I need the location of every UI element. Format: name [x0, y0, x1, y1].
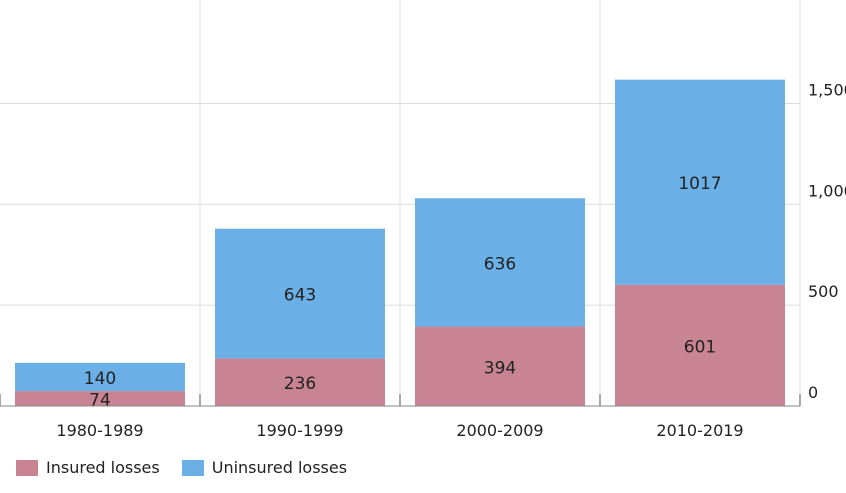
x-tick-label: 2000-2009 [456, 421, 543, 440]
legend-swatch-insured [16, 459, 38, 476]
bar-uninsured-1 [15, 362, 185, 392]
data-label-uninsured-1: 140 [84, 369, 116, 389]
x-tick-label: 2010-2019 [656, 421, 743, 440]
data-label-insured-2: 236 [284, 374, 316, 394]
y-tick-label: 1,500 [808, 80, 846, 99]
data-label-insured-4: 601 [684, 337, 716, 357]
data-label-insured-3: 394 [484, 358, 516, 378]
bar-insured-3 [415, 326, 585, 406]
y-tick-label: 0 [808, 383, 818, 402]
legend-item-insured: Insured losses [16, 458, 160, 477]
bar-uninsured-4 [615, 79, 785, 285]
bar-insured-1 [15, 391, 185, 406]
data-label-uninsured-2: 643 [284, 286, 316, 306]
data-label-uninsured-3: 636 [484, 254, 516, 274]
data-label-insured-1: 74 [89, 391, 111, 411]
x-tick-label: 1990-1999 [256, 421, 343, 440]
bar-insured-4 [615, 284, 785, 406]
legend-swatch-uninsured [181, 459, 204, 476]
legend-label-uninsured: Uninsured losses [211, 458, 348, 477]
y-tick-label: 500 [808, 282, 839, 301]
legend-item-uninsured: Uninsured losses [181, 458, 348, 477]
bar-insured-2 [215, 358, 385, 406]
x-tick-label: 1980-1989 [56, 421, 143, 440]
legend-label-insured: Insured losses [46, 458, 160, 477]
bar-uninsured-3 [415, 198, 585, 327]
bar-uninsured-2 [215, 228, 385, 359]
legend: Insured losses Uninsured losses [16, 458, 347, 477]
y-tick-label: 1,000 [808, 181, 846, 200]
data-label-uninsured-4: 1017 [678, 174, 721, 194]
